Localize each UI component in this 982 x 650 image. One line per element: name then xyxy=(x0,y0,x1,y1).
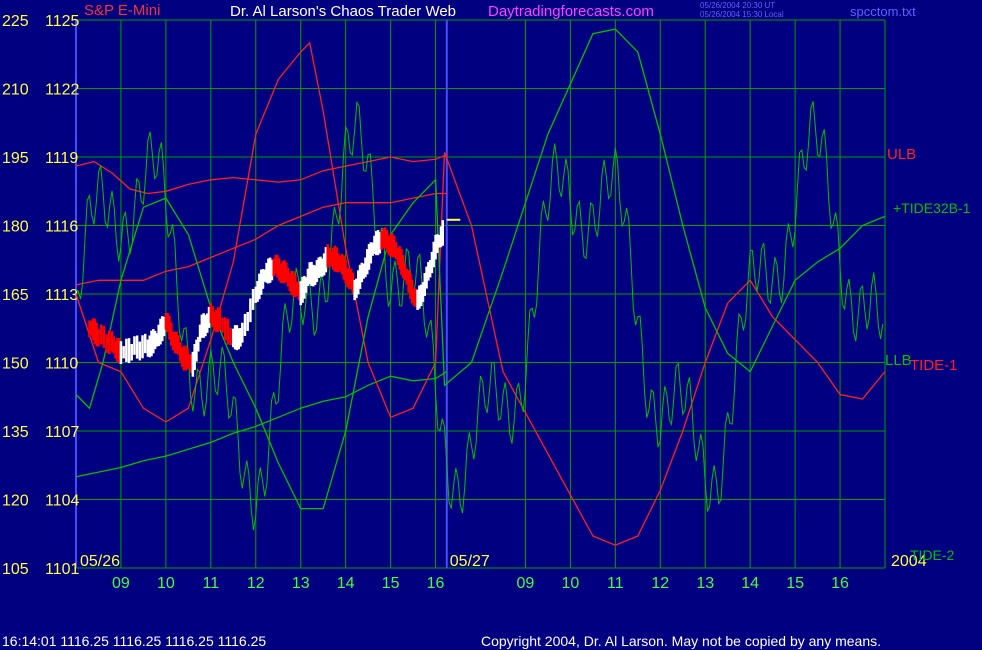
copyright-notice: Copyright 2004, Dr. Al Larson. May not b… xyxy=(481,633,882,649)
x-tick-label: 15 xyxy=(382,575,400,592)
x-tick-label: 11 xyxy=(203,575,220,592)
site-link[interactable]: Daytradingforecasts.com xyxy=(488,3,654,20)
x-tick-label: 14 xyxy=(337,575,355,592)
x-tick-label: 13 xyxy=(696,575,714,592)
y-tick-label-outer: 120 xyxy=(2,493,29,510)
data-file-name: spcctom.txt xyxy=(850,4,916,19)
label-tide1: TIDE-1 xyxy=(910,357,958,374)
y-tick-label-price: 1107 xyxy=(45,424,80,441)
y-tick-label-outer: 135 xyxy=(2,424,29,441)
label-llb: LLB xyxy=(885,352,912,369)
y-tick-label-price: 1119 xyxy=(45,150,78,167)
y-tick-label-price: 1125 xyxy=(45,13,80,30)
y-tick-label-price: 1113 xyxy=(45,287,78,304)
last-quote-readout: 16:14:01 1116.25 1116.25 1116.25 1116.25 xyxy=(2,633,267,649)
label-ulb: ULB xyxy=(887,146,916,163)
timestamp-local: 05/26/2004 15:30 Local xyxy=(700,10,784,19)
x-tick-label: 14 xyxy=(741,575,759,592)
y-tick-label-outer: 195 xyxy=(2,150,29,167)
x-tick-label: 09 xyxy=(112,575,130,592)
chart-title: Dr. Al Larson's Chaos Trader Web xyxy=(230,3,457,20)
y-tick-label-price: 1116 xyxy=(45,219,78,236)
x-tick-label: 16 xyxy=(427,575,445,592)
tide-red-line xyxy=(75,41,886,546)
y-tick-label-outer: 210 xyxy=(2,82,29,99)
y-tick-label-price: 1110 xyxy=(45,356,78,373)
x-tick-label: 13 xyxy=(292,575,310,592)
x-tick-label: 10 xyxy=(561,575,579,592)
x-tick-label: 12 xyxy=(651,575,669,592)
x-tick-label: 09 xyxy=(517,575,535,592)
green-lower-band xyxy=(75,371,448,478)
date-label-day1: 05/26 xyxy=(80,553,120,570)
y-tick-label-outer: 105 xyxy=(2,561,29,578)
x-tick-label: 11 xyxy=(607,575,624,592)
red-upper-band xyxy=(75,154,448,195)
x-tick-label: 15 xyxy=(786,575,804,592)
timestamp-ut: 05/26/2004 20:30 UT xyxy=(700,1,776,10)
tide-green-line xyxy=(75,28,886,510)
year-label: 2004 xyxy=(891,553,927,570)
tide-fast-line xyxy=(75,100,884,531)
x-tick-label: 16 xyxy=(831,575,849,592)
y-tick-label-outer: 180 xyxy=(2,219,29,236)
x-tick-label: 12 xyxy=(247,575,265,592)
red-lower-band xyxy=(75,192,447,286)
x-tick-label: 10 xyxy=(157,575,175,592)
label-tide2: TIDE-2 xyxy=(910,547,955,563)
y-tick-label-outer: 165 xyxy=(2,287,29,304)
y-tick-label-outer: 225 xyxy=(2,13,29,30)
label-tide32b: +TIDE32B-1 xyxy=(893,200,971,216)
instrument-label: S&P E-Mini xyxy=(84,2,161,19)
date-label-day2: 05/27 xyxy=(450,553,490,570)
y-tick-label-outer: 150 xyxy=(2,356,29,373)
y-tick-label-price: 1101 xyxy=(45,561,80,578)
y-tick-label-price: 1104 xyxy=(45,493,80,510)
y-tick-label-price: 1122 xyxy=(45,82,80,99)
